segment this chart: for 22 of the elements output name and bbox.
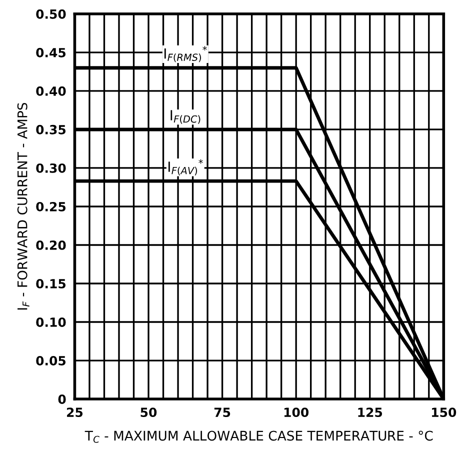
y-tick-label: 0.50 (36, 9, 66, 19)
series-label: I$_{F(DC)}$ (170, 110, 200, 124)
y-tick-label: 0 (58, 394, 66, 404)
x-tick-label: 150 (432, 408, 456, 418)
y-axis-title: I$_{F}$ - FORWARD CURRENT - AMPS (17, 102, 30, 310)
y-tick-label: 0.30 (36, 163, 66, 173)
y-tick-label: 0.45 (36, 48, 66, 58)
x-axis-title: T$_{C}$ - MAXIMUM ALLOWABLE CASE TEMPERATURE - °C (84, 430, 433, 443)
y-tick-label: 0.20 (36, 240, 66, 250)
series-label: I$_{F(RMS)}$$^{*}$ (164, 46, 207, 62)
y-tick-label: 0.05 (36, 356, 66, 366)
y-tick-label: 0.40 (36, 86, 66, 96)
x-tick-label: 25 (67, 408, 83, 418)
y-tick-label: 0.15 (36, 278, 66, 288)
y-tick-label: 0.35 (36, 124, 66, 134)
y-tick-label: 0.25 (36, 202, 66, 212)
y-tick-label: 0.10 (36, 317, 66, 327)
x-tick-label: 50 (140, 408, 157, 418)
x-tick-label: 100 (284, 408, 309, 418)
x-tick-label: 125 (358, 408, 382, 418)
x-tick-label: 75 (214, 408, 230, 418)
series-label: I$_{F(AV)}$$^{*}$ (168, 159, 203, 176)
